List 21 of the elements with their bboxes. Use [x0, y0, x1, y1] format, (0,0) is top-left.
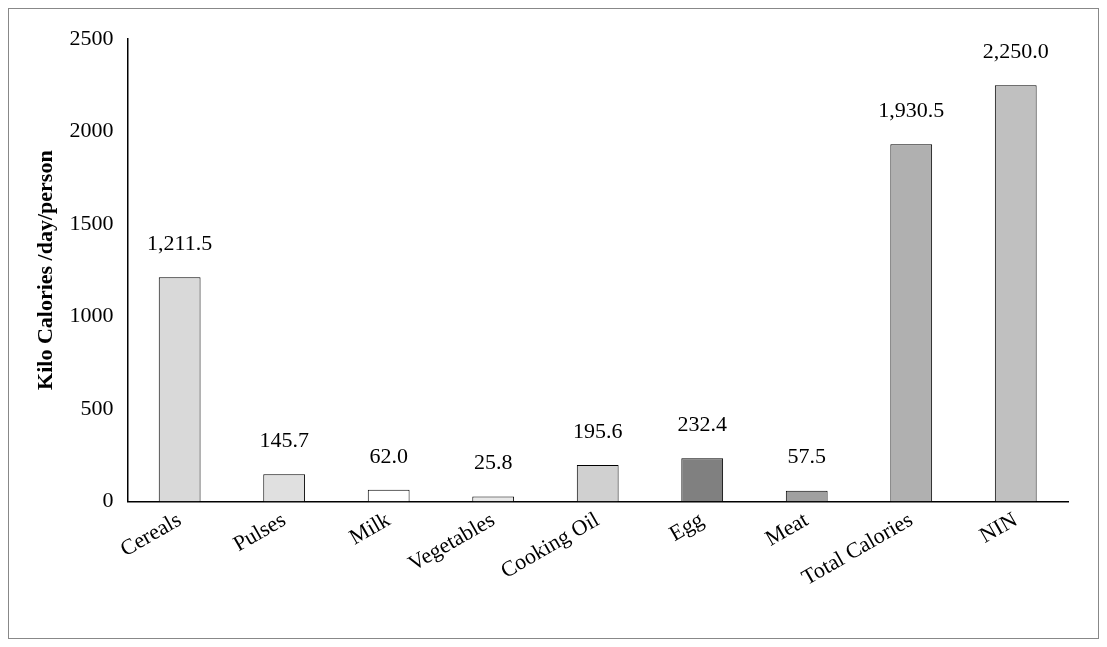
data-label: 232.4	[677, 411, 727, 437]
y-axis-title: Kilo Calories /day/person	[31, 150, 57, 390]
y-tick-label: 500	[80, 394, 114, 420]
x-tick-label: Milk	[344, 506, 395, 550]
y-tick-label: 2000	[69, 117, 114, 143]
data-label: 1,930.5	[878, 97, 945, 123]
y-tick-label: 0	[102, 487, 114, 513]
data-label: 25.8	[473, 449, 513, 475]
x-tick-label: Meat	[760, 506, 813, 551]
data-label: 195.6	[572, 417, 623, 443]
data-label: 145.7	[259, 427, 309, 453]
y-tick-label: 1500	[69, 209, 114, 235]
data-label: 62.0	[369, 442, 408, 468]
y-tick-label: 1000	[69, 302, 114, 328]
x-tick-label: NIN	[974, 506, 1022, 548]
data-label: 2,250.0	[982, 38, 1049, 64]
x-tick-label: Pulses	[228, 506, 290, 557]
y-tick-label: 2500	[69, 24, 114, 50]
data-label: 1,211.5	[147, 230, 213, 256]
data-label: 57.5	[787, 443, 826, 469]
x-tick-label: Egg	[664, 506, 708, 546]
